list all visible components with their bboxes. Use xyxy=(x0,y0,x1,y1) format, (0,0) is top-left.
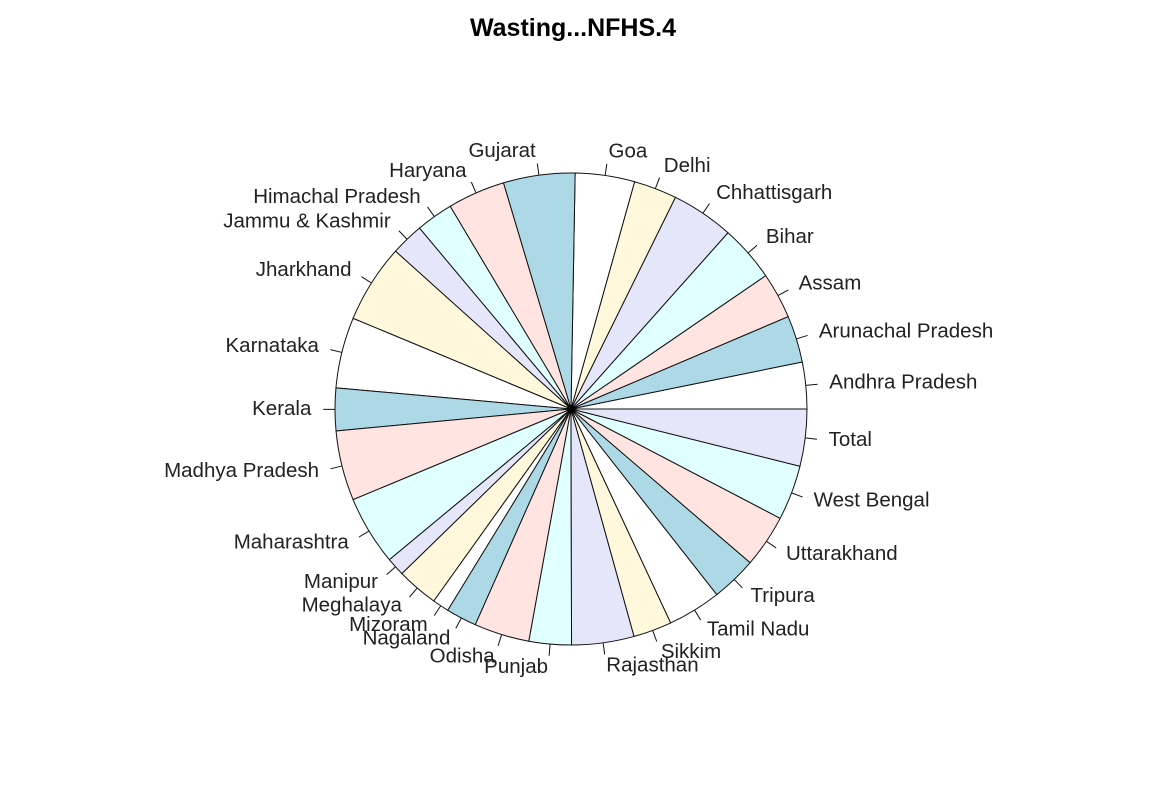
slice-label: Nagaland xyxy=(363,626,451,649)
slice-tick xyxy=(470,181,477,194)
slice-tick xyxy=(733,579,743,589)
slice-label: Kerala xyxy=(252,397,312,420)
slice-tick xyxy=(536,163,540,176)
slice-tick xyxy=(791,492,803,498)
slice-label: Jharkhand xyxy=(256,258,352,281)
slice-tick xyxy=(805,383,818,386)
slice-tick xyxy=(433,605,442,616)
slice-label: Assam xyxy=(799,272,862,295)
slice-tick xyxy=(747,244,758,254)
slice-tick xyxy=(652,630,658,642)
slice-tick xyxy=(330,349,342,353)
slice-tick xyxy=(702,203,710,214)
slice-tick xyxy=(777,289,789,296)
slice-tick xyxy=(604,163,608,176)
slice-label: Maharashtra xyxy=(234,531,350,554)
slice-label: Tripura xyxy=(751,584,816,607)
slice-label: Tamil Nadu xyxy=(707,618,810,641)
slice-tick xyxy=(497,634,503,646)
slice-tick xyxy=(330,465,343,470)
slice-label: Meghalaya xyxy=(302,593,403,616)
slice-tick xyxy=(455,617,462,629)
slice-label: Uttarakhand xyxy=(786,542,898,565)
slice-label: Madhya Pradesh xyxy=(164,459,319,482)
slice-tick xyxy=(427,206,435,217)
slice-label: Rajasthan xyxy=(606,654,698,677)
slice-label: Punjab xyxy=(484,655,548,678)
slice-tick xyxy=(358,530,370,538)
slice-label: Goa xyxy=(609,140,648,163)
slice-label: Haryana xyxy=(389,159,467,182)
slice-label: Jammu & Kashmir xyxy=(223,210,391,233)
slice-tick xyxy=(766,540,777,549)
slice-label: Delhi xyxy=(664,154,711,177)
slice-label: Odisha xyxy=(430,645,496,668)
slice-label: Karnataka xyxy=(226,334,320,357)
slice-label: Arunachal Pradesh xyxy=(819,319,993,342)
slice-tick xyxy=(386,566,396,576)
slice-label: Bihar xyxy=(766,225,814,248)
slice-tick xyxy=(602,642,606,655)
slice-label: Gujarat xyxy=(468,139,536,162)
slice-label: Total xyxy=(829,428,872,451)
slice-label: Himachal Pradesh xyxy=(253,185,421,208)
slice-tick xyxy=(694,609,702,621)
pie-slice xyxy=(570,408,808,467)
slice-tick xyxy=(796,334,808,340)
slice-label: Sikkim xyxy=(661,640,721,663)
slice-label: Manipur xyxy=(304,570,378,593)
slice-tick xyxy=(409,587,418,598)
slice-tick xyxy=(548,644,551,656)
slice-tick xyxy=(805,437,818,440)
chart-title: Wasting...NFHS.4 xyxy=(469,14,677,42)
slice-label: Mizoram xyxy=(349,613,428,636)
slice-label: Chhattisgarh xyxy=(716,181,832,204)
slice-tick xyxy=(361,276,372,284)
slice-tick xyxy=(654,177,661,189)
slice-label: Andhra Pradesh xyxy=(829,370,977,393)
pie-center xyxy=(567,405,575,413)
slice-tick xyxy=(398,230,408,240)
slice-label: West Bengal xyxy=(814,489,930,512)
